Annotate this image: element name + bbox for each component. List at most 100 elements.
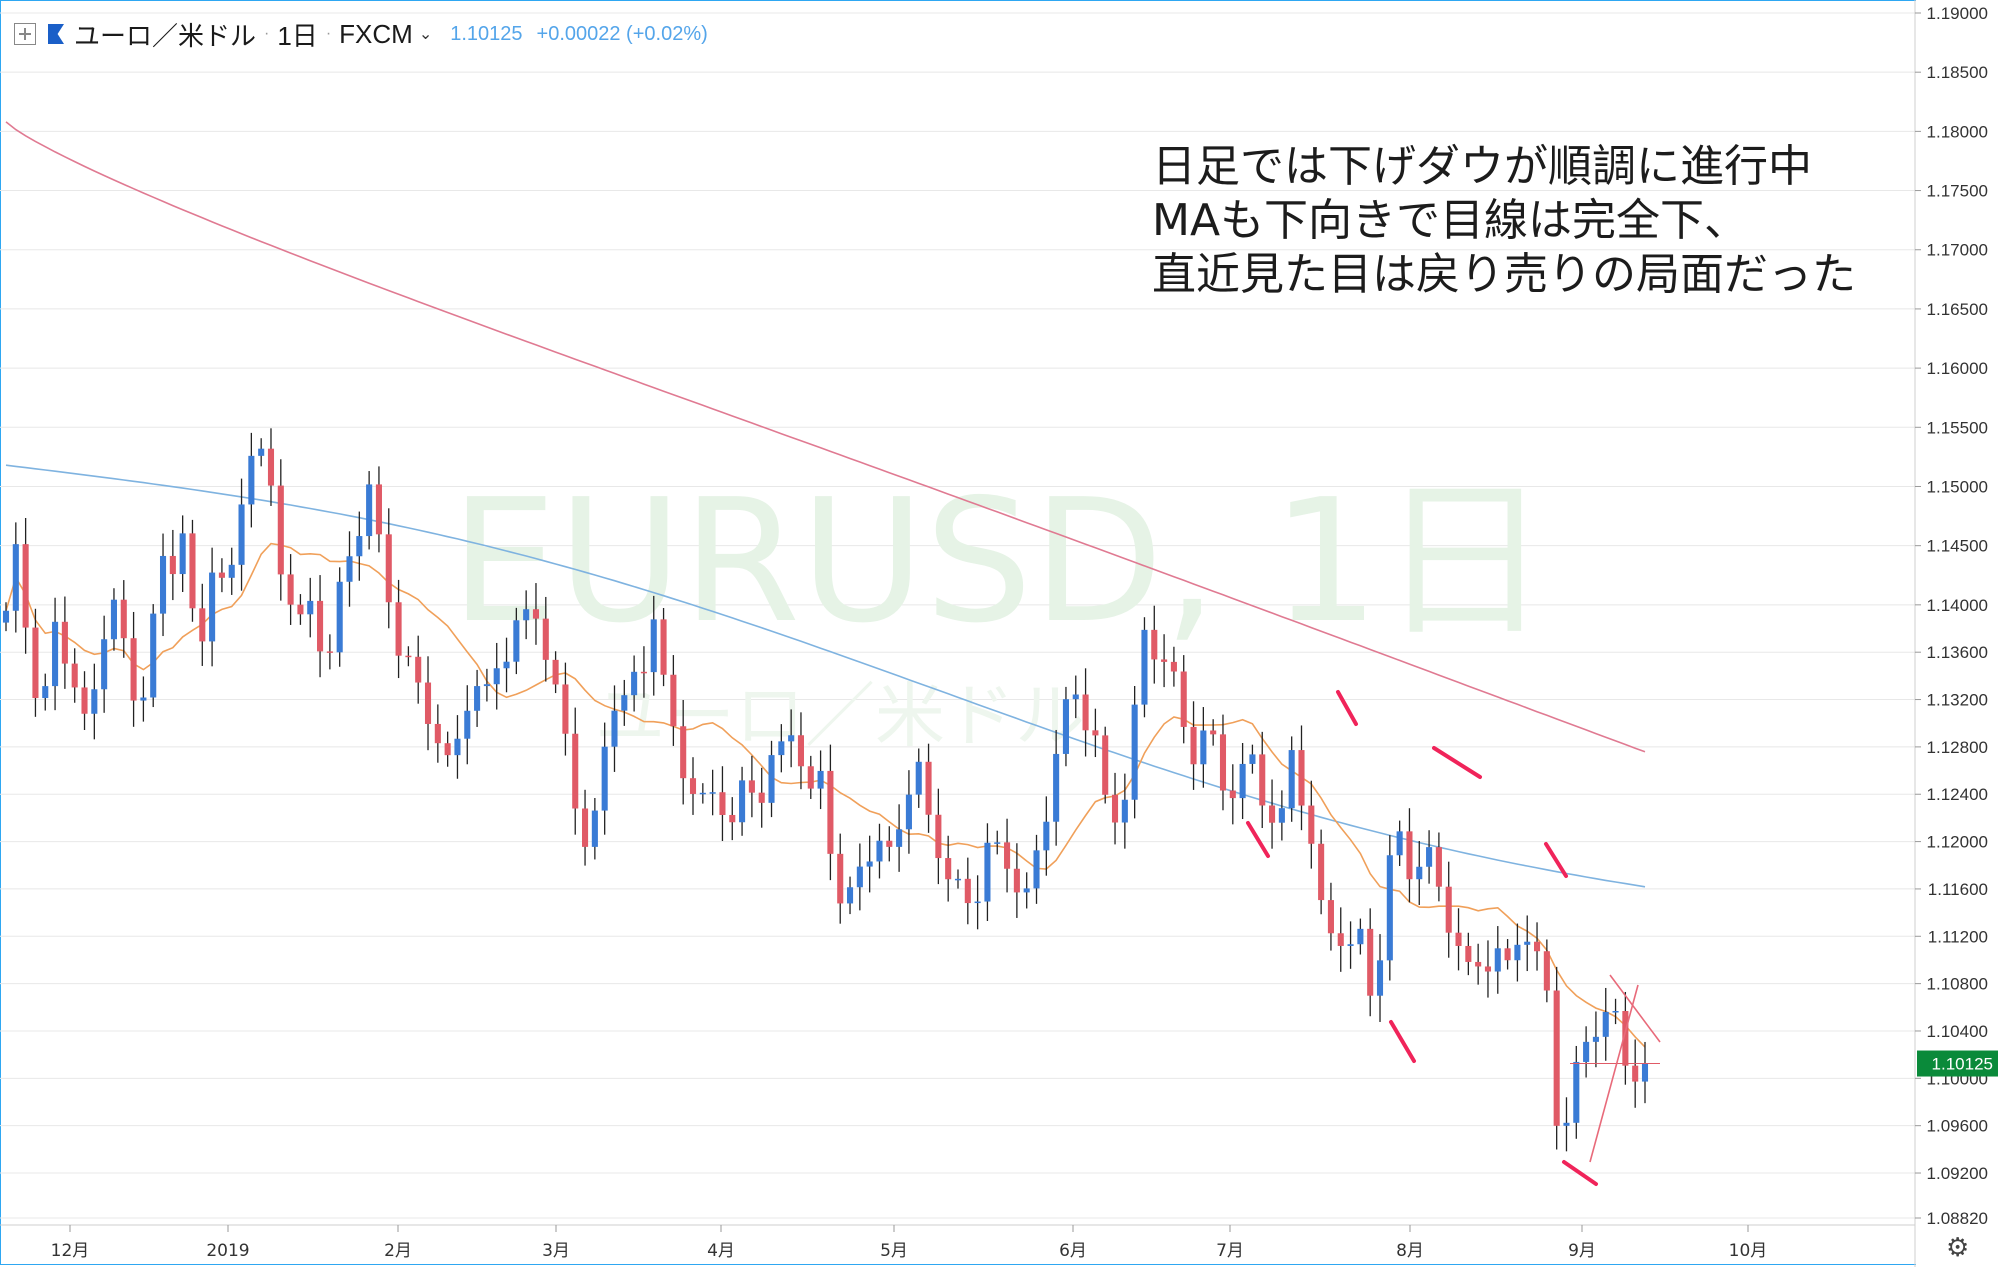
candle-body — [925, 761, 932, 815]
candle-body — [1249, 754, 1256, 764]
candle-body — [1298, 750, 1305, 806]
y-tick-label: 1.15500 — [1927, 418, 1988, 437]
candle-body — [1455, 932, 1462, 946]
swing-mark — [1246, 821, 1270, 858]
candle-body — [1190, 726, 1197, 765]
ma-long-line — [5, 121, 1646, 753]
candle-body — [1445, 886, 1452, 933]
candle-body — [748, 780, 755, 793]
source-label[interactable]: FXCM — [339, 18, 413, 49]
candle-body — [778, 741, 785, 756]
candle-body — [827, 770, 834, 854]
candle-body — [1033, 850, 1040, 889]
swing-mark — [1544, 842, 1568, 878]
candle-body — [1553, 990, 1560, 1126]
candle-body — [385, 534, 392, 603]
candle-body — [935, 814, 942, 859]
candle-body — [680, 726, 687, 779]
last-price: 1.10125 — [450, 22, 523, 45]
candle-body — [719, 792, 726, 815]
candle-body — [788, 735, 795, 742]
candle-body — [297, 604, 304, 615]
candle-body — [61, 621, 68, 664]
candle-body — [366, 484, 373, 537]
candle-body — [405, 655, 412, 658]
candle-body — [640, 671, 647, 674]
candle-body — [1524, 941, 1531, 945]
candle-body — [1592, 1036, 1599, 1042]
eu-flag-icon — [48, 24, 64, 44]
candle-body — [886, 840, 893, 847]
chevron-down-icon[interactable]: ⌄ — [418, 26, 433, 43]
annotation-line-1: 日足では下げダウが順調に進行中 — [1152, 141, 1812, 192]
candle-body — [375, 484, 382, 535]
candle-body — [228, 564, 235, 578]
candle-body — [1229, 790, 1236, 799]
candle-body — [1278, 808, 1285, 823]
candle-body — [905, 794, 912, 830]
candle-body — [52, 621, 59, 687]
price-change: +0.00022 (+0.02%) — [536, 22, 708, 45]
candle-body — [22, 544, 29, 628]
x-tick-label: 3月 — [542, 1241, 570, 1261]
candle-body — [1573, 1061, 1580, 1123]
y-tick-label: 1.12800 — [1927, 738, 1988, 757]
candle-body — [267, 448, 275, 486]
candle-body — [209, 572, 216, 642]
candle-body — [434, 723, 441, 744]
x-tick-label: 5月 — [880, 1241, 908, 1261]
candle-body — [709, 792, 716, 794]
candle-body — [964, 878, 971, 904]
y-tick-label: 1.12400 — [1927, 785, 1988, 804]
candle-body — [189, 533, 196, 609]
interval-label[interactable]: 1日 — [277, 20, 318, 51]
candle-body — [91, 689, 98, 714]
candle-body — [1612, 1010, 1619, 1013]
expand-icon[interactable] — [14, 23, 36, 45]
candle-body — [915, 761, 922, 795]
y-tick-label: 1.16000 — [1927, 359, 1988, 378]
candle-body — [1239, 763, 1246, 799]
candle-body — [601, 746, 608, 811]
candle-body — [1004, 842, 1011, 869]
y-tick-label: 1.16500 — [1927, 300, 1988, 319]
candle-body — [758, 792, 765, 803]
candle-body — [1641, 1063, 1649, 1082]
x-tick-label: 12月 — [51, 1241, 90, 1261]
candle-body — [1533, 941, 1541, 952]
candle-body — [336, 581, 343, 653]
candle-body — [424, 682, 432, 724]
candle-body — [1583, 1041, 1590, 1062]
candle-body — [444, 743, 451, 756]
y-tick-label: 1.12000 — [1927, 833, 1988, 852]
y-tick-label: 1.08820 — [1927, 1209, 1988, 1228]
settings-gear-icon[interactable]: ⚙ — [1946, 1232, 1970, 1262]
candle-body — [1092, 730, 1099, 736]
candle-body — [42, 686, 49, 699]
candle-body — [238, 504, 245, 565]
candle-body — [650, 619, 657, 673]
candle-body — [699, 792, 706, 795]
candle-body — [1475, 961, 1482, 967]
y-tick-label: 1.13600 — [1927, 643, 1988, 662]
candle-body — [258, 448, 265, 456]
candle-body — [739, 780, 746, 823]
x-tick-label: 8月 — [1396, 1241, 1424, 1261]
annotation-line-2: MAも下向きで目線は完全下、 — [1152, 195, 1749, 246]
y-tick-label: 1.19000 — [1927, 4, 1988, 23]
candle-body — [1435, 847, 1442, 887]
candle-body — [1376, 960, 1384, 996]
x-tick-label: 2月 — [384, 1241, 412, 1261]
separator-dot-2: · — [325, 25, 332, 42]
candle-body — [1563, 1122, 1570, 1126]
candle-body — [415, 656, 422, 683]
candle-body — [523, 609, 530, 621]
candle-body — [1484, 966, 1492, 972]
candle-body — [1062, 699, 1069, 754]
candle-body — [1151, 629, 1158, 660]
candle-body — [1406, 831, 1413, 880]
symbol-name[interactable]: ユーロ／米ドル — [74, 20, 257, 51]
candle-body — [1161, 659, 1168, 662]
swing-mark — [1432, 746, 1482, 779]
